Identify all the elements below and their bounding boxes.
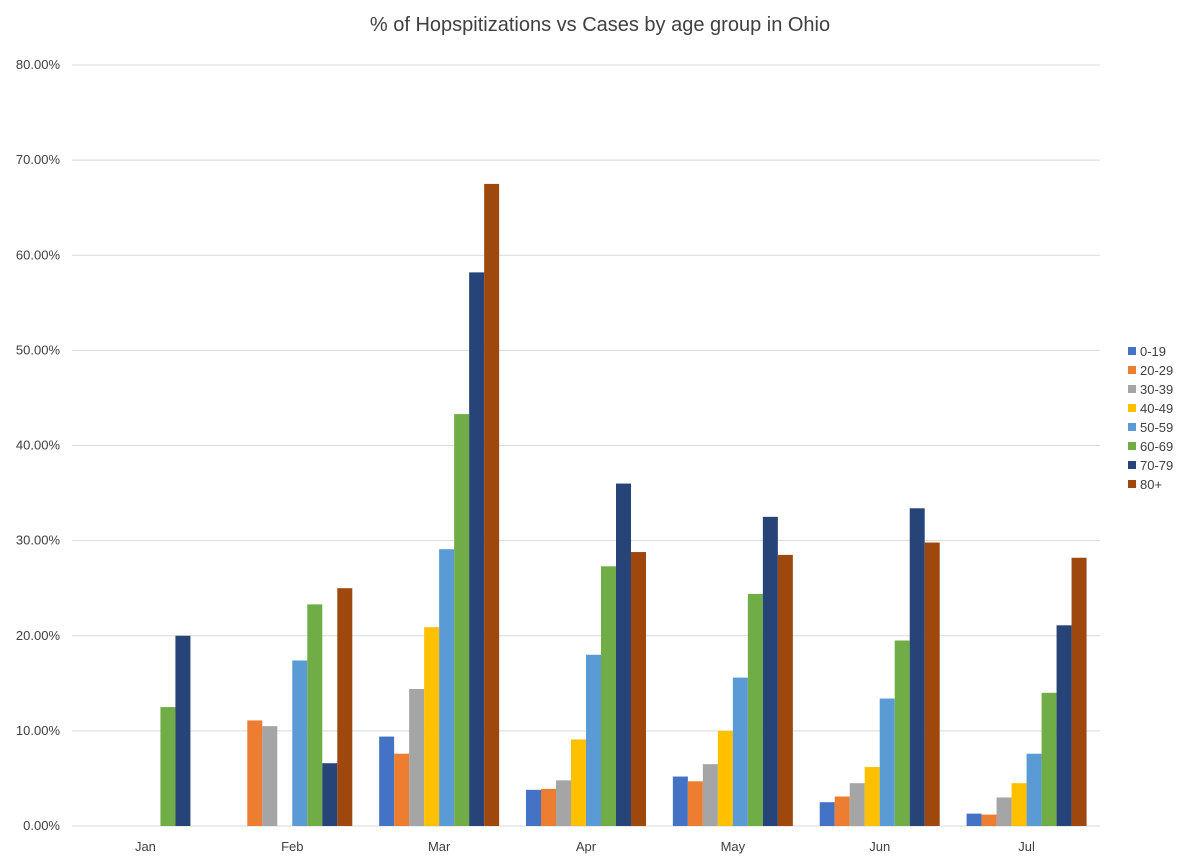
bar-20-29-Apr (541, 788, 556, 826)
bar-60-69-Jan (160, 707, 176, 826)
bar-60-69-Feb (307, 604, 323, 826)
bar-60-69-Jun (894, 640, 910, 826)
legend-swatch (1128, 423, 1136, 431)
bar-0-19-May (672, 776, 688, 826)
bar-30-39-Apr (556, 780, 571, 826)
legend-swatch (1128, 385, 1136, 393)
bar-70-79-May (762, 516, 778, 826)
bar-60-69-Jul (1041, 692, 1057, 826)
bar-0-19-Mar (379, 736, 395, 826)
y-tick-label: 70.00% (16, 152, 61, 167)
chart-title: % of Hopspitizations vs Cases by age gro… (369, 14, 831, 36)
bar-20-29-May (687, 781, 703, 826)
y-tick-label: 30.00% (16, 533, 61, 548)
legend-label: 30-39 (1140, 382, 1173, 397)
bar-20-29-Mar (394, 753, 410, 826)
bar-70-79-Jul (1056, 625, 1072, 826)
bar-80+-Feb (337, 588, 353, 826)
legend-swatch (1128, 461, 1136, 469)
y-tick-label: 0.00% (23, 818, 60, 833)
bar-80+-Apr (631, 552, 646, 826)
bar-20-29-Jun (834, 796, 850, 826)
bar-70-79-Mar (469, 272, 485, 826)
x-tick-label: Feb (281, 839, 303, 854)
legend-label: 40-49 (1140, 401, 1173, 416)
x-tick-label: Jun (869, 839, 890, 854)
bar-70-79-Jan (175, 635, 191, 826)
bar-0-19-Jul (966, 813, 982, 826)
bar-80+-Jul (1071, 557, 1087, 826)
y-tick-label: 10.00% (16, 723, 61, 738)
bar-30-39-Jul (996, 797, 1012, 826)
bar-30-39-Mar (409, 689, 425, 826)
x-tick-label: Apr (576, 839, 597, 854)
x-tick-label: Jul (1018, 839, 1035, 854)
x-tick-label: May (721, 839, 746, 854)
bar-40-49-Mar (424, 627, 440, 826)
bar-60-69-Apr (601, 566, 616, 826)
bar-0-19-Apr (526, 789, 541, 826)
bar-60-69-May (747, 593, 763, 826)
legend-swatch (1128, 442, 1136, 450)
bar-50-59-Jul (1026, 753, 1042, 826)
bar-80+-May (777, 554, 793, 826)
bar-20-29-Feb (247, 720, 263, 826)
bar-70-79-Apr (616, 483, 631, 826)
bar-50-59-Mar (439, 549, 455, 826)
bar-50-59-May (732, 677, 748, 826)
legend-label: 0-19 (1140, 344, 1166, 359)
bar-40-49-Jul (1011, 783, 1027, 826)
legend-label: 80+ (1140, 477, 1162, 492)
legend-label: 70-79 (1140, 458, 1173, 473)
bar-80+-Mar (484, 183, 500, 826)
bar-50-59-Feb (292, 660, 308, 826)
bar-80+-Jun (924, 542, 940, 826)
bar-70-79-Feb (322, 763, 338, 826)
bar-60-69-Mar (454, 414, 470, 826)
legend-swatch (1128, 480, 1136, 488)
bar-20-29-Jul (981, 814, 997, 826)
bar-70-79-Jun (909, 508, 925, 826)
y-tick-label: 60.00% (16, 247, 61, 262)
legend-swatch (1128, 347, 1136, 355)
legend-label: 60-69 (1140, 439, 1173, 454)
y-tick-label: 40.00% (16, 438, 61, 453)
legend-label: 50-59 (1140, 420, 1173, 435)
x-tick-label: Jan (135, 839, 156, 854)
bar-0-19-Jun (819, 802, 835, 826)
x-tick-label: Mar (428, 839, 451, 854)
bar-30-39-May (702, 764, 718, 826)
bar-50-59-Apr (586, 654, 601, 826)
legend-label: 20-29 (1140, 363, 1173, 378)
y-tick-label: 50.00% (16, 342, 61, 357)
bar-50-59-Jun (879, 698, 895, 826)
bar-30-39-Feb (262, 726, 278, 826)
bar-40-49-Apr (571, 739, 586, 826)
bar-40-49-Jun (864, 767, 880, 826)
legend-swatch (1128, 366, 1136, 374)
bar-40-49-May (717, 730, 733, 826)
y-tick-label: 80.00% (16, 57, 61, 72)
legend-swatch (1128, 404, 1136, 412)
bar-30-39-Jun (849, 783, 865, 826)
y-tick-label: 20.00% (16, 628, 61, 643)
